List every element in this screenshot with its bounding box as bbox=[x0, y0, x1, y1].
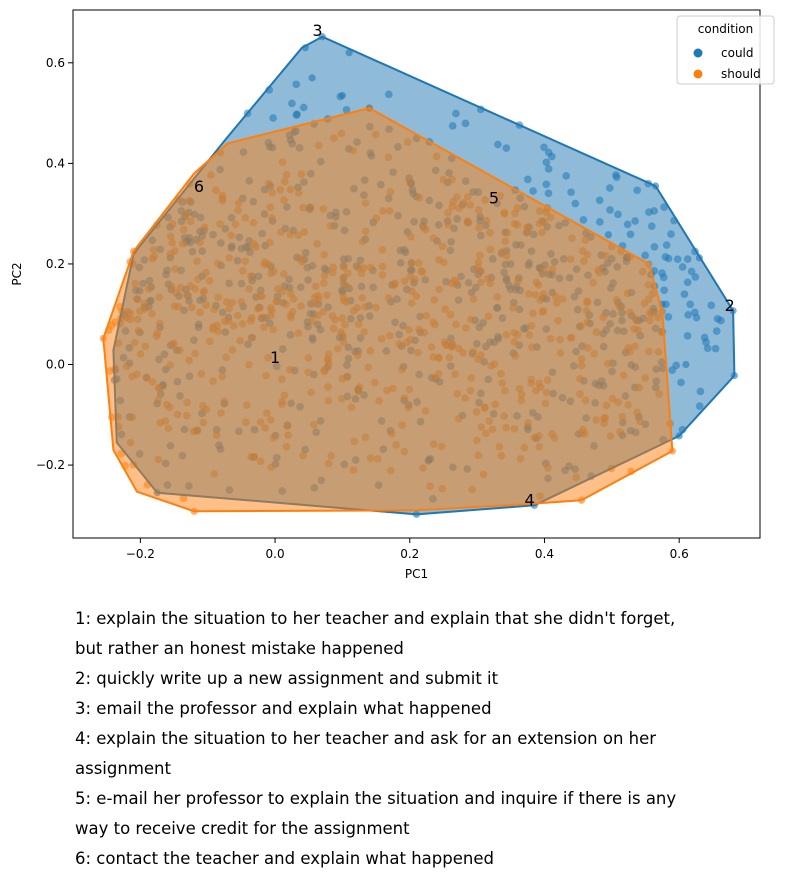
caption-line: assignment bbox=[75, 759, 171, 778]
caption-line: but rather an honest mistake happened bbox=[75, 639, 404, 658]
cluster-label: 3 bbox=[312, 21, 322, 40]
pca-scatter-chart: 1 2 3 4 5 6 −0.2 0.0 0.2 0.4 0.6 −0.2 0.0 0.2 0.4 0.6 P… bbox=[10, 9, 775, 581]
plot-frame bbox=[72, 9, 761, 539]
x-tick-label: 0.6 bbox=[670, 547, 689, 561]
y-tick-label: 0.2 bbox=[46, 257, 65, 271]
legend-label: should bbox=[721, 67, 761, 81]
cluster-label: 1 bbox=[270, 348, 280, 367]
plot-clip-group: 1 2 3 4 5 6 bbox=[99, 21, 739, 518]
x-tick-label: 0.0 bbox=[266, 547, 285, 561]
x-tick-label: 0.2 bbox=[400, 547, 419, 561]
y-tick-label: −0.2 bbox=[36, 458, 65, 472]
x-tick-label: 0.4 bbox=[535, 547, 554, 561]
caption-line: 5: e-mail her professor to explain the s… bbox=[75, 789, 677, 808]
legend-label: could bbox=[721, 46, 754, 60]
caption-line: 4: explain the situation to her teacher … bbox=[75, 729, 657, 748]
caption-line: 3: email the professor and explain what … bbox=[75, 699, 492, 718]
y-axis-label: PC2 bbox=[10, 262, 24, 285]
legend: condition could should bbox=[676, 15, 775, 85]
caption-line: 2: quickly write up a new assignment and… bbox=[75, 669, 499, 688]
caption-line: 6: contact the teacher and explain what … bbox=[75, 849, 494, 868]
y-tick-label: 0.6 bbox=[46, 56, 65, 70]
legend-marker bbox=[693, 69, 703, 79]
axes: −0.2 0.0 0.2 0.4 0.6 −0.2 0.0 0.2 0.4 0.6 PC1 PC2 bbox=[10, 9, 761, 581]
x-tick-label: −0.2 bbox=[126, 547, 155, 561]
caption-line: way to receive credit for the assignment bbox=[75, 819, 410, 838]
caption-list: 1: explain the situation to her teacher … bbox=[75, 604, 775, 874]
cluster-label: 5 bbox=[489, 189, 499, 208]
cluster-label: 4 bbox=[525, 490, 535, 509]
y-tick-label: 0.0 bbox=[46, 358, 65, 372]
convex-hull-should bbox=[102, 107, 674, 513]
caption-line: 1: explain the situation to her teacher … bbox=[75, 609, 676, 628]
cluster-label: 6 bbox=[194, 177, 204, 196]
legend-marker bbox=[693, 48, 703, 58]
y-tick-label: 0.4 bbox=[46, 156, 65, 170]
plot-area: 1 2 3 4 5 6 bbox=[99, 21, 739, 518]
cluster-label: 2 bbox=[725, 296, 735, 315]
legend-box bbox=[676, 15, 775, 85]
x-axis-label: PC1 bbox=[405, 567, 428, 581]
legend-title: condition bbox=[698, 22, 753, 36]
